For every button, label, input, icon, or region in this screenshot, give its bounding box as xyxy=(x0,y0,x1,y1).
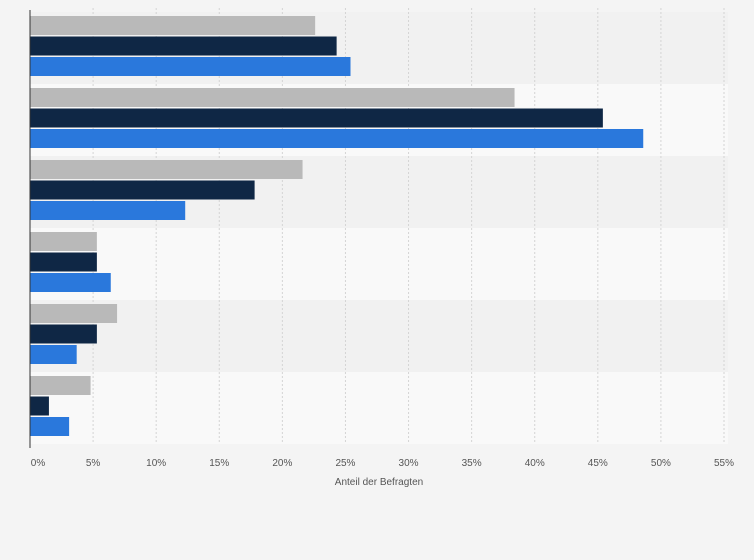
x-tick-label: 45% xyxy=(588,458,608,469)
bar xyxy=(30,324,97,344)
category-band xyxy=(30,300,728,372)
x-tick-labels: 0% 5% 10% 15% 20% 25% 30% 35% 40% 45% 50% 55% xyxy=(31,458,734,469)
bar xyxy=(30,16,316,35)
x-tick-label: 35% xyxy=(462,458,482,469)
bar xyxy=(30,36,337,56)
category-band xyxy=(30,372,728,444)
x-tick-label: 40% xyxy=(525,458,545,469)
bar xyxy=(30,396,49,416)
bar xyxy=(30,108,603,128)
category-bands xyxy=(30,12,728,444)
x-tick-label: 5% xyxy=(86,458,101,469)
bar xyxy=(30,57,351,76)
x-axis-title: Anteil der Befragten xyxy=(335,477,423,488)
gridlines xyxy=(92,8,725,444)
bar xyxy=(30,345,77,364)
x-tick-label: 25% xyxy=(335,458,355,469)
bar xyxy=(30,376,91,395)
bar xyxy=(30,160,303,179)
bar xyxy=(30,273,111,292)
x-tick-label: 10% xyxy=(146,458,166,469)
category-band xyxy=(30,228,728,300)
bar xyxy=(30,88,515,107)
bars xyxy=(30,16,644,436)
x-tick-label: 50% xyxy=(651,458,671,469)
bar xyxy=(30,129,644,148)
bar xyxy=(30,417,70,436)
bar xyxy=(30,201,186,220)
x-tick-label: 55% xyxy=(714,458,734,469)
bar xyxy=(30,180,255,200)
bar xyxy=(30,252,97,272)
x-tick-label: 15% xyxy=(209,458,229,469)
x-tick-label: 0% xyxy=(31,458,46,469)
x-tick-label: 30% xyxy=(399,458,419,469)
bar xyxy=(30,304,118,323)
x-tick-label: 20% xyxy=(272,458,292,469)
bar xyxy=(30,232,97,251)
